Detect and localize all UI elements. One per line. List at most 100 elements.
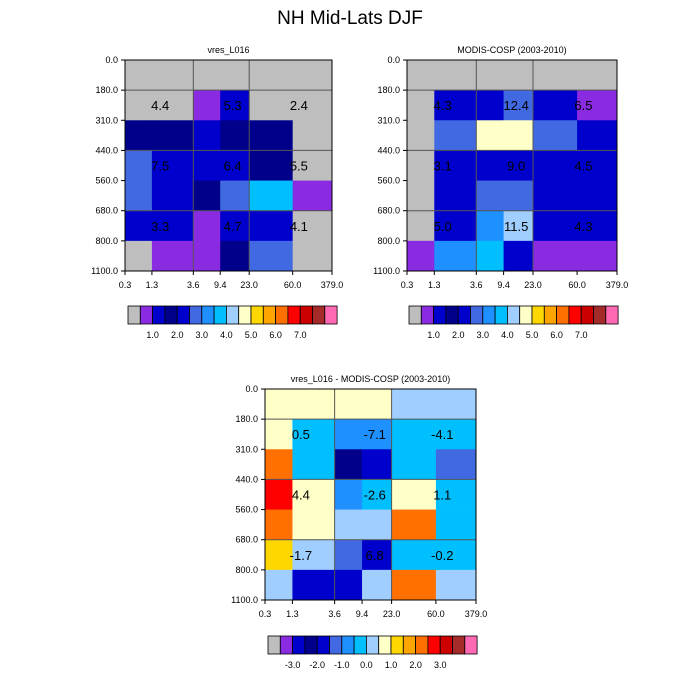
heatmap-cell xyxy=(292,569,336,601)
colorbar-swatch xyxy=(580,305,594,325)
heatmap-cell xyxy=(577,60,618,91)
colorbar-label: 1.0 xyxy=(427,330,440,340)
colorbar-swatch xyxy=(176,305,190,325)
colorbar-label: 0.0 xyxy=(360,660,373,670)
y-tick-label: 680.0 xyxy=(95,206,118,216)
panel-title: vres_L016 xyxy=(207,45,249,55)
colorbar-label: 4.0 xyxy=(220,330,233,340)
heatmap-cell xyxy=(265,539,293,571)
colorbar-swatch xyxy=(494,305,508,325)
x-tick-label: 1.3 xyxy=(286,609,299,619)
heatmap-cell xyxy=(476,60,504,91)
colorbar-label: 6.0 xyxy=(269,330,282,340)
x-tick-label: 379.0 xyxy=(321,280,344,290)
heatmap-cell xyxy=(292,180,333,212)
x-tick-label: 0.3 xyxy=(259,609,272,619)
heatmap-cell xyxy=(292,150,333,181)
x-tick-label: 9.4 xyxy=(356,609,369,619)
heatmap-cell xyxy=(362,419,392,450)
x-tick-label: 9.4 xyxy=(214,280,227,290)
heatmap-cell xyxy=(362,449,392,480)
colorbar-swatch xyxy=(445,305,459,325)
heatmap-cell xyxy=(292,419,336,450)
x-tick-label: 1.3 xyxy=(146,280,159,290)
colorbar-swatch xyxy=(324,305,338,325)
heatmap-cell xyxy=(362,389,392,420)
heatmap-cell xyxy=(533,120,578,151)
colorbar-swatch xyxy=(127,305,141,325)
box-value-label: -0.2 xyxy=(431,548,453,563)
y-tick-label: 0.0 xyxy=(245,384,258,394)
heatmap-cell xyxy=(193,60,221,91)
box-value-label: 4.1 xyxy=(290,219,308,234)
colorbar-label: -2.0 xyxy=(309,660,325,670)
y-tick-label: 560.0 xyxy=(95,176,118,186)
colorbar-label: 7.0 xyxy=(294,330,307,340)
heatmap-cell xyxy=(434,210,477,242)
colorbar-label: 5.0 xyxy=(526,330,539,340)
heatmap-cell xyxy=(533,240,578,272)
heatmap-cell xyxy=(435,479,477,510)
colorbar-swatch xyxy=(238,305,252,325)
colorbar-swatch xyxy=(213,305,227,325)
heatmap-cell xyxy=(249,150,294,181)
heatmap-cell xyxy=(434,180,477,212)
heatmap-cell xyxy=(407,60,435,91)
x-tick-label: 3.6 xyxy=(470,280,483,290)
colorbar-swatch xyxy=(279,635,293,655)
heatmap-cell xyxy=(292,509,336,541)
heatmap-cell xyxy=(407,150,435,181)
plot-frame xyxy=(406,59,618,272)
x-tick-label: 379.0 xyxy=(465,609,488,619)
heatmap-cell xyxy=(220,180,250,212)
y-tick-label: 1100.0 xyxy=(231,595,258,605)
colorbar-swatch xyxy=(250,305,264,325)
heatmap-cell xyxy=(193,90,221,121)
heatmap-cell xyxy=(434,60,477,91)
heatmap-panel-1: vres_L016 0.0 180.0 310.0 440.0 560.0 680.0 800… xyxy=(91,45,343,340)
heatmap-cell xyxy=(435,569,477,601)
heatmap-cell xyxy=(503,60,534,91)
colorbar-swatch xyxy=(439,635,453,655)
heatmap-panel-3: vres_L016 - MODIS-COSP (2003-2010) 0.0 180… xyxy=(231,374,487,670)
heatmap-cell xyxy=(435,449,477,480)
heatmap-cell xyxy=(476,90,504,121)
heatmap-cell xyxy=(577,150,618,181)
heatmap-cell xyxy=(476,210,504,242)
colorbar-swatch xyxy=(433,305,447,325)
heatmap-cell xyxy=(292,539,336,571)
heatmap-cell xyxy=(362,509,392,541)
heatmap-cell xyxy=(476,120,504,151)
colorbar-swatch xyxy=(457,305,471,325)
heatmap-cell xyxy=(265,509,293,541)
box-value-label: 3.3 xyxy=(151,219,169,234)
y-tick-label: 1100.0 xyxy=(373,266,400,276)
heatmap-cell xyxy=(151,90,194,121)
x-tick-label: 3.6 xyxy=(328,609,341,619)
x-tick-label: 23.0 xyxy=(383,609,401,619)
colorbar-label: -1.0 xyxy=(334,660,350,670)
heatmap-cell xyxy=(362,569,392,601)
box-value-label: 6.8 xyxy=(366,548,384,563)
colorbar-swatch xyxy=(287,305,301,325)
heatmap-cell xyxy=(193,180,221,212)
colorbar-label: 5.0 xyxy=(245,330,258,340)
heatmap-cell xyxy=(434,120,477,151)
colorbar-swatch xyxy=(593,305,607,325)
heatmap-cell xyxy=(391,479,437,510)
y-tick-label: 680.0 xyxy=(377,206,400,216)
box-value-label: 4.7 xyxy=(224,219,242,234)
colorbar-swatch xyxy=(531,305,545,325)
x-tick-label: 60.0 xyxy=(427,609,445,619)
heatmap-cell xyxy=(125,90,153,121)
colorbar-swatch xyxy=(164,305,178,325)
main-title: NH Mid-Lats DJF xyxy=(277,8,423,29)
plot-frame xyxy=(124,59,333,272)
heatmap-cell xyxy=(503,120,534,151)
heatmap-cell xyxy=(193,150,221,181)
heatmap-cell xyxy=(334,539,363,571)
heatmap-cell xyxy=(193,120,221,151)
heatmap-cell xyxy=(407,210,435,242)
y-tick-label: 440.0 xyxy=(377,145,400,155)
